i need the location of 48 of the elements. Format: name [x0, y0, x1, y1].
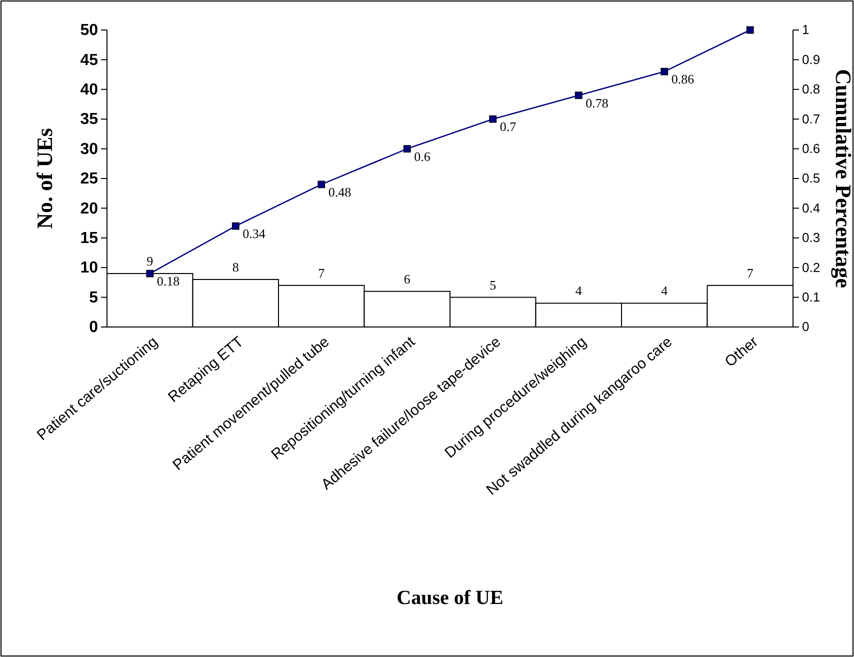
y2-tick-label: 0.9 — [802, 52, 820, 67]
data-label: 9 — [146, 254, 154, 269]
data-label: 4 — [575, 283, 582, 298]
data-label: 0.48 — [328, 184, 352, 200]
y2-tick-label: 0.8 — [802, 82, 820, 97]
data-label: 0.86 — [671, 72, 695, 87]
y-tick-label: 35 — [80, 111, 98, 128]
point — [489, 115, 497, 123]
y2-tick-label: 0.5 — [802, 170, 820, 186]
y2-tick-label: 0.6 — [802, 140, 820, 156]
y-tick-label: 15 — [80, 230, 98, 248]
x-axis-title: Cause of UE — [396, 587, 504, 609]
y2-tick-label: 0 — [802, 319, 810, 334]
y-tick-label: 5 — [89, 289, 98, 306]
y-tick-label: 20 — [80, 200, 98, 218]
point — [146, 270, 154, 278]
data-label: 0.34 — [242, 226, 266, 242]
data-label: 5 — [490, 277, 496, 292]
y-axis-title: No. of UEs — [32, 128, 57, 229]
y-tick-label: 25 — [80, 170, 98, 188]
y-tick-label: 45 — [80, 52, 98, 69]
y-tick-label: 30 — [80, 140, 98, 158]
point — [232, 222, 240, 230]
point — [574, 92, 582, 100]
y2-tick-label: 0.4 — [802, 200, 820, 216]
point — [318, 180, 326, 188]
y-tick-label: 10 — [80, 260, 98, 277]
point — [403, 145, 411, 153]
y-tick-label: 40 — [80, 82, 98, 99]
data-label: 8 — [232, 259, 239, 274]
data-label: 0.78 — [586, 95, 608, 110]
y2-tick-label: 0.2 — [802, 260, 820, 275]
point — [660, 68, 668, 76]
point — [746, 26, 754, 34]
data-label: 7 — [746, 265, 754, 280]
y2-tick-label: 0.7 — [802, 111, 820, 126]
y2-tick-label: 0.1 — [802, 289, 820, 304]
y2-tick-label: 1 — [802, 22, 810, 38]
data-label: 7 — [318, 265, 326, 280]
y2-tick-label: 0.3 — [802, 230, 820, 246]
y2-axis-title: Cumulative Percentage — [831, 69, 854, 288]
data-label: 0.18 — [156, 274, 180, 289]
y-tick-label: 0 — [89, 319, 98, 336]
data-label: 0.6 — [414, 148, 431, 164]
y-tick-label: 50 — [80, 22, 98, 40]
data-label: 6 — [404, 271, 411, 286]
data-label: 0.7 — [500, 119, 517, 134]
data-label: 4 — [661, 283, 668, 298]
